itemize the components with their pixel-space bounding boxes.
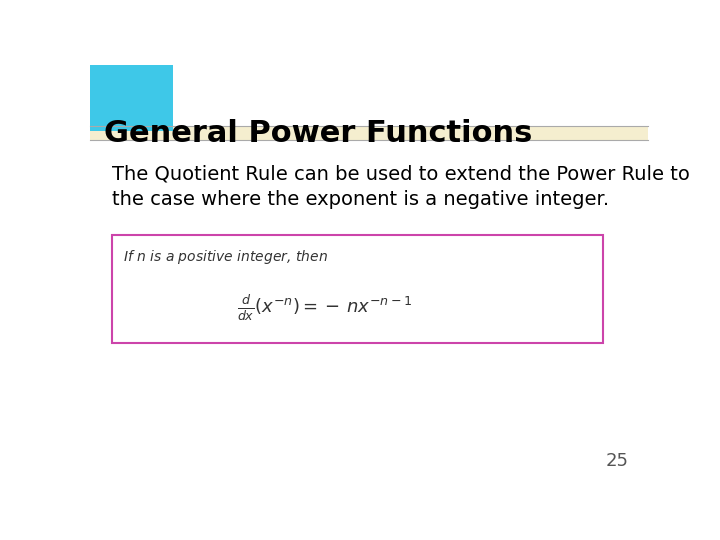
Bar [90, 65, 173, 131]
Text: If $n$ is a positive integer, then: If $n$ is a positive integer, then [124, 248, 328, 266]
Text: $\frac{d}{dx}\left(x^{-n}\right) = -\,nx^{-n-1}$: $\frac{d}{dx}\left(x^{-n}\right) = -\,nx… [237, 293, 412, 323]
Text: The Quotient Rule can be used to extend the Power Rule to: The Quotient Rule can be used to extend … [112, 165, 690, 184]
Text: 25: 25 [606, 452, 629, 470]
Text: the case where the exponent is a negative integer.: the case where the exponent is a negativ… [112, 191, 609, 210]
Text: General Power Functions: General Power Functions [104, 119, 532, 148]
Bar [90, 126, 648, 140]
Bar [112, 235, 603, 343]
